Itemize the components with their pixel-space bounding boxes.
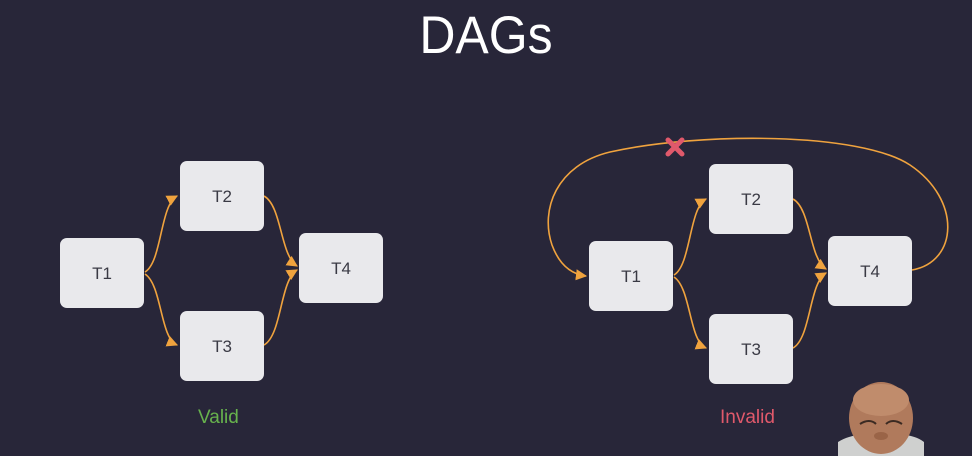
invalid-node-t3: T3 <box>709 314 793 384</box>
valid-node-t4-label: T4 <box>331 259 351 278</box>
valid-node-t1: T1 <box>60 238 144 308</box>
invalid-node-t2: T2 <box>709 164 793 234</box>
slide-title: DAGs <box>419 5 553 65</box>
invalid-node-t1: T1 <box>589 241 673 311</box>
invalid-node-t4-label: T4 <box>860 262 880 281</box>
invalid-edge-t1-t2 <box>673 198 707 276</box>
invalid-node-t2-label: T2 <box>741 190 761 209</box>
invalid-edge-t3-t4 <box>792 272 827 349</box>
invalid-node-t4: T4 <box>828 236 912 306</box>
valid-node-t3: T3 <box>180 311 264 381</box>
invalid-edge-t4-t1-cycle <box>547 137 949 281</box>
invalid-graph: T1 T2 T3 T4 <box>547 137 949 384</box>
presenter-video-thumbnail <box>838 380 924 456</box>
invalid-edge-t1-t3 <box>673 276 708 350</box>
valid-node-t3-label: T3 <box>212 337 232 356</box>
presenter-avatar-icon <box>838 380 924 456</box>
valid-edge-t3-t4 <box>263 269 298 346</box>
valid-edge-t1-t3 <box>144 273 179 347</box>
valid-node-t2: T2 <box>180 161 264 231</box>
valid-edge-t1-t2 <box>144 195 178 273</box>
invalid-edge-t2-t4 <box>792 198 827 270</box>
invalid-caption: Invalid <box>720 407 775 428</box>
valid-caption: Valid <box>198 407 239 428</box>
valid-graph: T1 T2 T3 T4 <box>60 161 383 381</box>
valid-edge-t2-t4 <box>263 195 298 267</box>
close-x-icon <box>665 137 685 157</box>
invalid-node-t3-label: T3 <box>741 340 761 359</box>
valid-node-t2-label: T2 <box>212 187 232 206</box>
valid-node-t1-label: T1 <box>92 264 112 283</box>
valid-node-t4: T4 <box>299 233 383 303</box>
invalid-node-t1-label: T1 <box>621 267 641 286</box>
